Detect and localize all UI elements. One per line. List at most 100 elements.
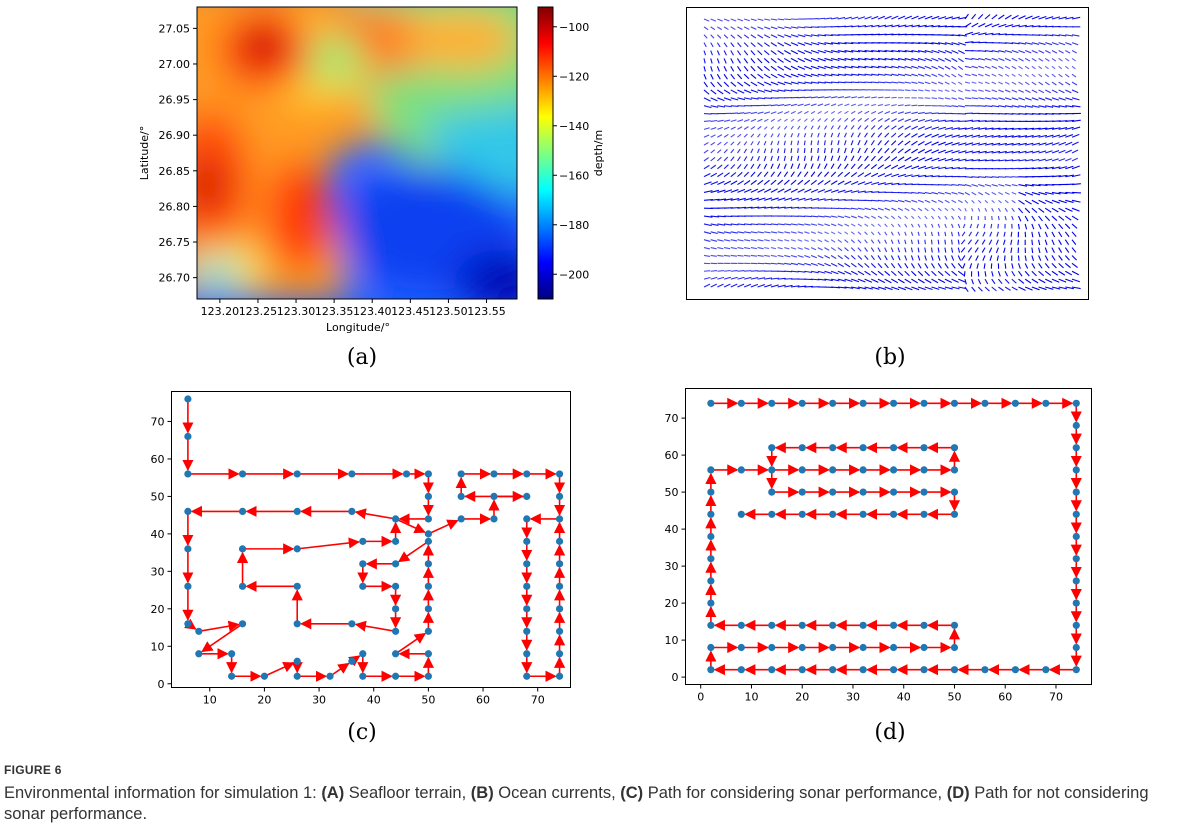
current-arrow xyxy=(717,119,724,123)
current-arrow xyxy=(931,278,939,284)
current-arrow xyxy=(1038,286,1047,291)
current-arrow xyxy=(777,163,781,169)
current-arrow xyxy=(884,65,893,69)
y-tick-label: 27.00 xyxy=(159,58,191,71)
path-node xyxy=(920,643,928,652)
current-arrow xyxy=(1044,239,1048,246)
current-arrow xyxy=(1065,149,1072,154)
current-arrow xyxy=(958,158,967,162)
colorbar xyxy=(537,6,554,300)
y-tick-label: 10 xyxy=(665,634,679,647)
current-arrow xyxy=(944,65,951,70)
current-arrow xyxy=(797,239,803,242)
current-arrow xyxy=(1024,89,1031,94)
current-arrow xyxy=(1011,65,1017,70)
current-arrow xyxy=(824,215,832,218)
current-arrow xyxy=(790,197,799,201)
current-arrow xyxy=(717,18,723,22)
current-arrow xyxy=(844,16,852,20)
current-arrow xyxy=(924,57,933,62)
current-arrow xyxy=(763,155,767,162)
figure-caption: FIGURE 6 Environmental information for s… xyxy=(4,763,1189,825)
current-arrow xyxy=(1058,191,1068,195)
current-arrow xyxy=(804,207,813,209)
current-arrow xyxy=(1004,49,1013,53)
path-node xyxy=(238,545,247,553)
current-arrow xyxy=(891,104,897,107)
current-arrow xyxy=(917,65,926,70)
current-arrow xyxy=(1011,159,1020,162)
current-arrow xyxy=(1010,231,1013,237)
current-arrow xyxy=(998,73,1003,77)
current-arrow xyxy=(810,34,820,37)
current-arrow xyxy=(757,111,764,115)
current-arrow xyxy=(984,142,994,146)
current-arrow xyxy=(1071,16,1081,20)
colorbar-tick-label: −120 xyxy=(559,70,589,83)
caption-part-a: Seafloor terrain, xyxy=(344,784,471,802)
current-arrow xyxy=(743,73,750,80)
caption-tag-b: (B) xyxy=(470,784,494,802)
current-arrow xyxy=(1058,134,1067,138)
current-arrow xyxy=(764,239,770,242)
current-arrow xyxy=(904,148,911,154)
path-node xyxy=(555,627,564,635)
current-arrow xyxy=(904,286,913,291)
current-arrow xyxy=(1058,57,1063,62)
current-arrow xyxy=(844,207,852,210)
current-arrow xyxy=(797,110,803,115)
current-arrow xyxy=(924,270,930,277)
current-arrow xyxy=(964,13,969,20)
path-node xyxy=(1042,666,1050,674)
current-arrow xyxy=(997,271,1001,277)
current-arrow xyxy=(1031,199,1039,205)
current-arrow xyxy=(911,286,920,291)
current-arrow xyxy=(1058,105,1067,108)
current-arrow xyxy=(1044,65,1049,70)
current-arrow xyxy=(864,223,869,227)
current-arrow xyxy=(837,247,843,252)
current-arrow xyxy=(1051,42,1059,46)
current-arrow xyxy=(844,81,853,84)
current-arrow xyxy=(831,49,840,53)
path-node xyxy=(424,627,432,635)
current-arrow xyxy=(723,89,731,95)
current-arrow xyxy=(897,255,901,261)
current-arrow xyxy=(757,81,765,86)
current-arrow xyxy=(1051,50,1058,54)
current-arrow xyxy=(997,207,1001,212)
current-arrow xyxy=(1045,166,1054,170)
current-arrow xyxy=(957,263,963,269)
colorbar-ticks: −100−120−140−160−180−200 xyxy=(553,21,589,281)
current-arrow xyxy=(783,125,788,130)
current-arrow xyxy=(1051,247,1055,254)
current-arrow xyxy=(964,57,973,61)
current-arrow xyxy=(931,73,938,78)
current-arrow xyxy=(1038,50,1045,54)
current-arrow xyxy=(717,180,725,186)
current-arrow xyxy=(703,157,709,162)
path-node xyxy=(490,492,498,501)
current-arrow xyxy=(877,239,881,244)
current-arrow xyxy=(991,33,1001,36)
current-arrow xyxy=(911,89,918,92)
current-arrow xyxy=(884,207,891,211)
current-arrow xyxy=(884,255,888,261)
current-arrow xyxy=(810,188,819,193)
current-arrow xyxy=(1045,150,1053,154)
x-tick-label: 123.20 xyxy=(201,305,240,318)
current-arrow xyxy=(877,147,883,154)
path-node xyxy=(555,560,564,568)
current-arrow xyxy=(918,24,927,28)
current-arrow xyxy=(783,118,788,122)
path-node xyxy=(1072,577,1080,585)
current-arrow xyxy=(877,81,886,84)
current-arrow xyxy=(1025,158,1033,162)
current-arrow xyxy=(958,142,967,146)
current-arrow xyxy=(764,231,771,234)
current-arrow xyxy=(891,73,899,77)
current-arrow xyxy=(784,239,790,242)
current-arrow xyxy=(871,172,879,178)
current-arrow xyxy=(917,263,922,269)
